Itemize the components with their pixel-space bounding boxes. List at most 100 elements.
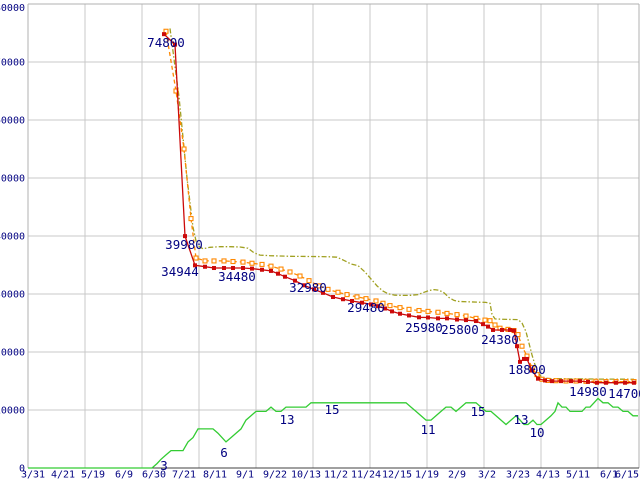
red-lowest-price-line-marker: [341, 297, 345, 302]
orange-dashed-line-marker: [325, 286, 331, 292]
x-axis-tick-label: 6/30: [142, 470, 166, 480]
price-point-label: 29480: [347, 300, 385, 315]
orange-dashed-line-marker: [416, 307, 422, 314]
orange-dashed-line-marker: [373, 298, 379, 304]
x-axis-tick-label: 12/15: [382, 470, 412, 480]
red-lowest-price-line-marker: [276, 271, 280, 276]
orange-dashed-line-marker: [444, 310, 450, 316]
x-axis-tick-label: 11/24: [351, 470, 381, 480]
x-axis-tick-label: 3/31: [21, 470, 45, 480]
red-lowest-price-line-marker: [595, 380, 599, 385]
orange-dashed-line-marker: [202, 258, 208, 264]
x-axis-tick-label: 1/19: [415, 470, 439, 480]
red-lowest-price-line-marker: [260, 267, 264, 272]
red-lowest-price-line-marker: [500, 327, 504, 332]
x-axis-tick-label: 9/1: [236, 470, 254, 480]
red-lowest-price-line-marker: [486, 324, 490, 329]
x-axis-tick-label: 3/23: [506, 470, 530, 480]
red-lowest-price-line-marker: [569, 379, 573, 384]
red-lowest-price-line-marker: [360, 300, 364, 305]
orange-dashed-line-marker: [406, 306, 412, 312]
red-lowest-price-line-marker: [550, 379, 554, 384]
red-lowest-price-line-marker: [183, 234, 187, 239]
red-lowest-price-line-marker: [623, 380, 627, 385]
price-point-label: 32980: [289, 280, 327, 295]
price-point-label: 74800: [147, 35, 185, 50]
y-axis-tick-label: 70000: [0, 58, 25, 69]
red-lowest-price-line-marker: [515, 344, 519, 349]
orange-dashed-line-marker: [335, 289, 341, 295]
red-lowest-price-line-marker: [518, 359, 522, 364]
x-axis-tick-label: 3/2: [478, 470, 496, 480]
red-lowest-price-line-marker: [212, 266, 216, 271]
orange-dashed-line-marker: [278, 266, 284, 272]
red-lowest-price-line-marker: [543, 378, 547, 383]
shop-count-label: 6: [220, 445, 228, 460]
x-axis-tick-label: 7/21: [172, 470, 196, 480]
price-point-label: 18800: [508, 362, 546, 377]
y-axis-tick-label: 80000: [0, 3, 25, 14]
shop-count-label: 3: [160, 458, 168, 473]
orange-dashed-line-marker: [230, 258, 236, 265]
orange-dashed-line-marker: [519, 343, 525, 349]
red-lowest-price-line-marker: [203, 264, 207, 269]
x-axis-tick-label: 6/9: [115, 470, 133, 480]
shop-count-label: 15: [470, 404, 485, 419]
orange-dashed-line-marker: [380, 300, 386, 306]
orange-dashed-line-marker: [249, 260, 255, 266]
orange-dashed-line-marker: [482, 317, 488, 323]
red-lowest-price-line-marker: [604, 380, 608, 385]
x-axis-tick-label: 9/22: [263, 470, 287, 480]
x-axis-tick-label: 11/2: [324, 470, 348, 480]
x-axis-tick-label: 4/13: [536, 470, 560, 480]
y-axis-tick-label: 50000: [0, 174, 25, 185]
y-axis-tick-label: 60000: [0, 116, 25, 127]
red-lowest-price-line-marker: [436, 316, 440, 321]
red-lowest-price-line-marker: [162, 32, 166, 37]
orange-dashed-line-marker: [287, 269, 293, 275]
red-lowest-price-line-marker: [312, 287, 316, 292]
orange-dashed-line-marker: [354, 294, 360, 300]
red-lowest-price-line-marker: [632, 380, 636, 385]
price-point-label: 34944: [161, 264, 199, 279]
red-lowest-price-line-marker: [193, 263, 197, 268]
price-point-label: 24380: [481, 332, 519, 347]
red-lowest-price-line-marker: [586, 379, 590, 384]
red-lowest-price-line-marker: [481, 322, 485, 327]
red-lowest-price-line-marker: [536, 376, 540, 381]
red-lowest-price-line-marker: [426, 315, 430, 320]
orange-dashed-line-marker: [306, 278, 312, 284]
red-lowest-price-line-marker: [464, 318, 468, 323]
orange-dashed-line-marker: [515, 332, 521, 338]
red-lowest-price-line-marker: [173, 42, 177, 47]
red-lowest-price-line-marker: [530, 368, 534, 373]
orange-dashed-line-marker: [397, 305, 403, 311]
red-lowest-price-line-marker: [269, 268, 273, 273]
orange-dashed-line-marker: [297, 273, 303, 279]
red-lowest-price-line-marker: [525, 356, 529, 361]
price-point-label: 34480: [218, 269, 256, 284]
orange-dashed-line-marker: [221, 258, 227, 264]
price-point-label: 25800: [441, 322, 479, 337]
olive-dotted-line: [169, 28, 635, 380]
red-lowest-price-line-marker: [231, 266, 235, 271]
shop-count-label: 13: [279, 412, 294, 427]
red-lowest-price-line-marker: [508, 327, 512, 332]
orange-dashed-line-marker: [463, 313, 469, 319]
x-axis-tick-label: 10/13: [291, 470, 321, 480]
red-lowest-price-line-marker: [350, 298, 354, 303]
orange-dashed-line-marker: [387, 303, 393, 309]
shop-count-label: 13: [513, 412, 528, 427]
price-point-label: 39980: [165, 237, 203, 252]
x-axis-tick-label: 2/9: [448, 470, 466, 480]
y-axis-tick-label: 20000: [0, 348, 25, 359]
orange-dashed-line-marker: [363, 296, 369, 302]
x-axis-tick-label: 8/11: [203, 470, 227, 480]
orange-dashed-line-marker: [188, 216, 194, 222]
shop-count-label: 10: [529, 425, 544, 440]
orange-dashed-line-marker: [435, 309, 441, 315]
shop-count-label: 15: [324, 402, 339, 417]
red-lowest-price-line-marker: [445, 316, 449, 321]
